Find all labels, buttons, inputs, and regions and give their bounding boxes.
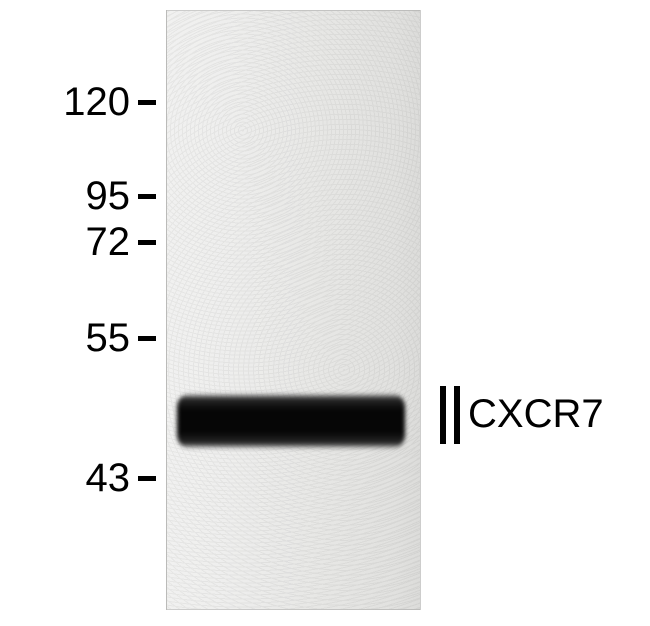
- mw-dash-72: [138, 240, 156, 245]
- protein-band-0: [177, 393, 405, 449]
- mw-marker-43: 43: [86, 456, 131, 501]
- mw-marker-55: 55: [86, 316, 131, 361]
- mw-dash-95: [138, 194, 156, 199]
- mw-dash-55: [138, 336, 156, 341]
- band-bracket: [440, 386, 460, 444]
- lane-noise-overlay: [167, 11, 420, 609]
- blot-lane: [166, 10, 421, 610]
- mw-marker-120: 120: [63, 80, 130, 125]
- figure-canvas: 120 9572 55 43 CXCR7: [0, 0, 650, 626]
- mw-marker-72: 72: [86, 220, 131, 265]
- mw-dash-120: [138, 100, 156, 105]
- mw-marker-95: 95: [86, 174, 131, 219]
- protein-label: CXCR7: [468, 392, 604, 437]
- mw-dash-43: [138, 476, 156, 481]
